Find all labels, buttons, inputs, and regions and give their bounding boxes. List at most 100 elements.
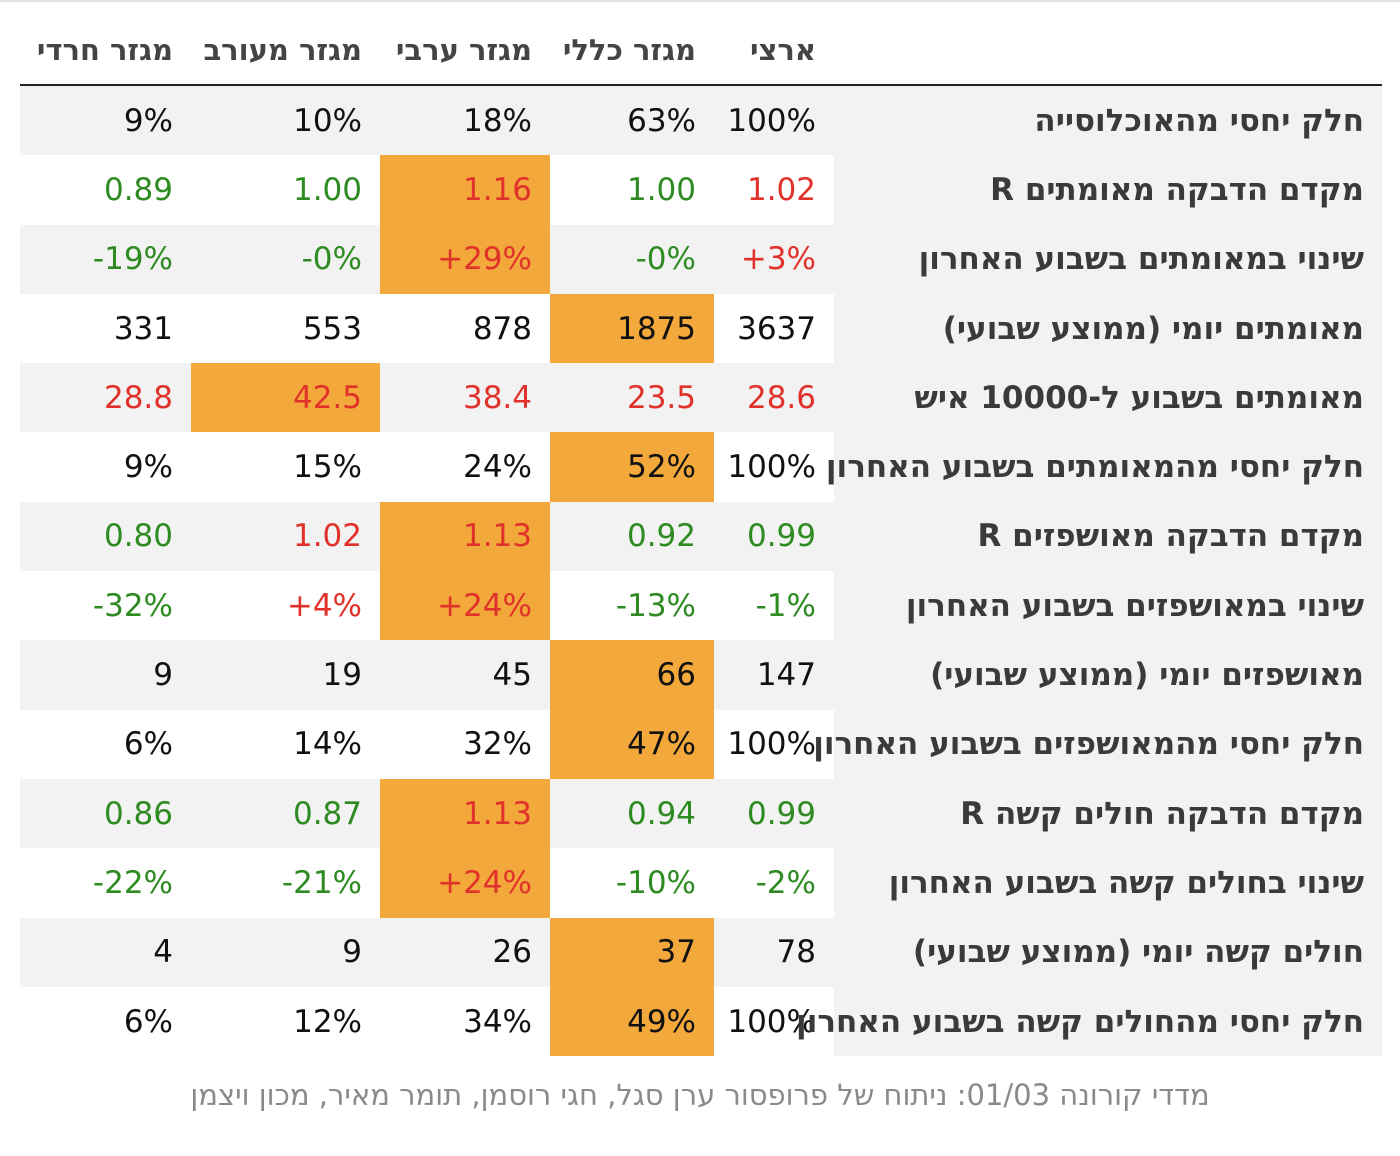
- table-row: 4 9 26 37 78 חולים קשה יומי (ממוצע שבועי): [20, 917, 1382, 987]
- col-header-mixed: מגזר מעורב: [203, 33, 362, 67]
- cell-haredi: 0.86: [20, 778, 191, 849]
- cell-arab: +24%: [380, 571, 550, 641]
- row-label: מאומתים יומי (ממוצע שבועי): [834, 293, 1382, 364]
- cell-mixed: -0%: [191, 224, 380, 294]
- cell-mixed: +4%: [191, 571, 380, 641]
- cell-national: 78: [714, 917, 834, 987]
- cell-mixed: 9: [191, 917, 380, 987]
- table-row: -32% +4% +24% -13% -1% שינוי במאושפזים בשבוע …: [20, 571, 1382, 641]
- cell-arab: 18%: [380, 86, 550, 156]
- row-label: שינוי במאושפזים בשבוע האחרון: [834, 571, 1382, 641]
- cell-arab: 34%: [380, 986, 550, 1057]
- row-label: חלק יחסי מהמאושפזים בשבוע האחרון: [813, 709, 1382, 779]
- table-body: 9% 10% 18% 63% 100% חלק יחסי מהאוכלוסייה 0.89 1…: [20, 86, 1382, 1057]
- cell-mixed: 1.02: [191, 501, 380, 572]
- cell-national: 100%: [714, 709, 834, 779]
- table-row: 0.80 1.02 1.13 0.92 0.99 מקדם הדבקה מאושפזים …: [20, 501, 1382, 572]
- cell-arab: 1.13: [380, 501, 550, 572]
- cell-haredi: 0.80: [20, 501, 191, 572]
- col-header-haredi: מגזר חרדי: [36, 33, 173, 67]
- cell-national: 100%: [714, 86, 834, 156]
- cell-general: 47%: [550, 709, 714, 779]
- col-header-general: מגזר כללי: [562, 33, 696, 67]
- cell-mixed: 12%: [191, 986, 380, 1057]
- row-label: חלק יחסי מהחולים קשה בשבוע האחרון: [796, 986, 1382, 1057]
- cell-arab: 26: [380, 917, 550, 987]
- cell-haredi: -22%: [20, 848, 191, 918]
- cell-haredi: 9%: [20, 86, 191, 156]
- cell-general: -10%: [550, 848, 714, 918]
- cell-haredi: 28.8: [20, 363, 191, 433]
- row-label: מאומתים בשבוע ל-10000 איש: [834, 363, 1382, 433]
- cell-general: 1.00: [550, 155, 714, 225]
- cell-arab: 45: [380, 640, 550, 710]
- row-label: חולים קשה יומי (ממוצע שבועי): [834, 917, 1382, 987]
- cell-mixed: 0.87: [191, 778, 380, 849]
- cell-arab: +29%: [380, 224, 550, 294]
- table-row: 9% 10% 18% 63% 100% חלק יחסי מהאוכלוסייה: [20, 86, 1382, 156]
- cell-arab: +24%: [380, 848, 550, 918]
- cell-mixed: 15%: [191, 432, 380, 502]
- table-header: מגזר חרדי מגזר מעורב מגזר ערבי מגזר כללי…: [20, 16, 1382, 86]
- cell-arab: 32%: [380, 709, 550, 779]
- cell-national: 147: [714, 640, 834, 710]
- cell-haredi: 331: [20, 293, 191, 364]
- cell-national: 1.02: [714, 155, 834, 225]
- table-row: -22% -21% +24% -10% -2% שינוי בחולים קשה בשבו…: [20, 848, 1382, 918]
- cell-national: +3%: [714, 224, 834, 294]
- cell-arab: 878: [380, 293, 550, 364]
- cell-haredi: 6%: [20, 709, 191, 779]
- row-label: שינוי בחולים קשה בשבוע האחרון: [834, 848, 1382, 918]
- table-row: 9% 15% 24% 52% 100% חלק יחסי מהמאומתים בשבוע …: [20, 432, 1382, 502]
- cell-national: -2%: [714, 848, 834, 918]
- cell-general: -13%: [550, 571, 714, 641]
- cell-haredi: -32%: [20, 571, 191, 641]
- table-row: 6% 14% 32% 47% 100% חלק יחסי מהמאושפזים בשבוע…: [20, 709, 1382, 779]
- cell-national: -1%: [714, 571, 834, 641]
- corona-metrics-table: מגזר חרדי מגזר מעורב מגזר ערבי מגזר כללי…: [20, 16, 1382, 1057]
- cell-national: 0.99: [714, 778, 834, 849]
- cell-general: 37: [550, 917, 714, 987]
- row-label: מקדם הדבקה מאושפזים R: [834, 501, 1382, 572]
- cell-haredi: 6%: [20, 986, 191, 1057]
- col-header-arab: מגזר ערבי: [395, 33, 532, 67]
- row-label: מקדם הדבקה חולים קשה R: [834, 778, 1382, 849]
- source-caption: מדדי קורונה 01/03: ניתוח של פרופסור ערן …: [190, 1078, 1210, 1112]
- table-row: 9 19 45 66 147 מאושפזים יומי (ממוצע שבועי): [20, 640, 1382, 710]
- table-row: 28.8 42.5 38.4 23.5 28.6 מאומתים בשבוע ל-1000…: [20, 363, 1382, 433]
- cell-general: 52%: [550, 432, 714, 502]
- cell-general: 0.94: [550, 778, 714, 849]
- cell-arab: 24%: [380, 432, 550, 502]
- cell-haredi: 4: [20, 917, 191, 987]
- row-label: שינוי במאומתים בשבוע האחרון: [834, 224, 1382, 294]
- cell-general: 23.5: [550, 363, 714, 433]
- row-label: חלק יחסי מהאוכלוסייה: [834, 86, 1382, 156]
- table-row: 6% 12% 34% 49% 100% חלק יחסי מהחולים קשה בשבו…: [20, 986, 1382, 1057]
- row-label: חלק יחסי מהמאומתים בשבוע האחרון: [826, 432, 1382, 502]
- row-label: מקדם הדבקה מאומתים R: [834, 155, 1382, 225]
- table-row: 331 553 878 1875 3637 מאומתים יומי (ממוצע שבו…: [20, 293, 1382, 364]
- cell-national: 28.6: [714, 363, 834, 433]
- cell-mixed: -21%: [191, 848, 380, 918]
- row-label: מאושפזים יומי (ממוצע שבועי): [834, 640, 1382, 710]
- cell-haredi: -19%: [20, 224, 191, 294]
- cell-general: -0%: [550, 224, 714, 294]
- top-rule: [0, 0, 1400, 2]
- cell-mixed: 1.00: [191, 155, 380, 225]
- cell-mixed: 19: [191, 640, 380, 710]
- cell-arab: 1.13: [380, 778, 550, 849]
- cell-national: 3637: [714, 293, 834, 364]
- cell-general: 1875: [550, 293, 714, 364]
- cell-general: 49%: [550, 986, 714, 1057]
- cell-national: 100%: [714, 432, 834, 502]
- cell-mixed: 14%: [191, 709, 380, 779]
- cell-general: 0.92: [550, 501, 714, 572]
- cell-arab: 38.4: [380, 363, 550, 433]
- cell-general: 63%: [550, 86, 714, 156]
- cell-mixed: 553: [191, 293, 380, 364]
- table-row: 0.86 0.87 1.13 0.94 0.99 מקדם הדבקה חולים קשה…: [20, 778, 1382, 849]
- cell-national: 100%: [714, 986, 834, 1057]
- cell-haredi: 9: [20, 640, 191, 710]
- table-row: -19% -0% +29% -0% +3% שינוי במאומתים בשבוע הא…: [20, 224, 1382, 294]
- cell-general: 66: [550, 640, 714, 710]
